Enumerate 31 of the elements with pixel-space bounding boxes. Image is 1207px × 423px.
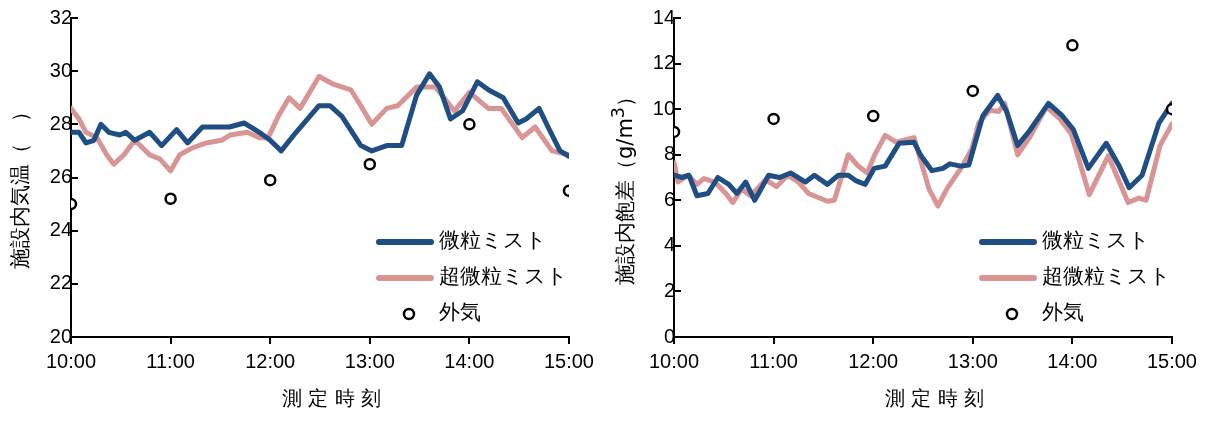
x-tick-label: 13:00 bbox=[947, 349, 998, 372]
x-tick-label: 14:00 bbox=[1047, 349, 1098, 372]
point bbox=[363, 157, 377, 171]
x-tick-label: 15:00 bbox=[1146, 349, 1198, 372]
x-tick-label: 12:00 bbox=[848, 349, 899, 372]
x-axis-title: 測 定 時 刻 bbox=[280, 385, 383, 412]
y-tick-label: 22 bbox=[49, 271, 73, 294]
y-tick-label: 14 bbox=[652, 5, 676, 28]
y-tick-label: 32 bbox=[49, 5, 73, 28]
point bbox=[866, 109, 880, 123]
x-tick-label: 13:00 bbox=[344, 349, 395, 372]
x-tick-label: 11:00 bbox=[146, 349, 195, 372]
x-axis-title: 測 定 時 刻 bbox=[883, 385, 986, 412]
y-tick-label: 4 bbox=[663, 233, 676, 256]
legend-label: 外気 bbox=[1041, 300, 1084, 325]
legend-label: 外気 bbox=[438, 300, 481, 325]
y-tick-label: 24 bbox=[49, 218, 73, 241]
y-tick-label: 12 bbox=[652, 51, 676, 74]
point bbox=[966, 84, 980, 98]
y-axis-title: 施設内気温（ ） bbox=[7, 101, 33, 269]
x-tick-label: 11:00 bbox=[749, 349, 798, 372]
legend-label: 微粒ミスト bbox=[438, 228, 547, 253]
x-tick-label: 10:00 bbox=[648, 349, 700, 372]
x-tick-label: 14:00 bbox=[444, 349, 495, 372]
x-tick-label: 15:00 bbox=[543, 349, 595, 372]
x-tick-label: 12:00 bbox=[245, 349, 296, 372]
legend-label: 微粒ミスト bbox=[1041, 228, 1150, 253]
legend-label: 超微粒ミスト bbox=[1041, 264, 1171, 289]
point bbox=[263, 173, 277, 187]
x-tick-label: 10:00 bbox=[45, 349, 97, 372]
legend-label: 超微粒ミスト bbox=[438, 264, 568, 289]
